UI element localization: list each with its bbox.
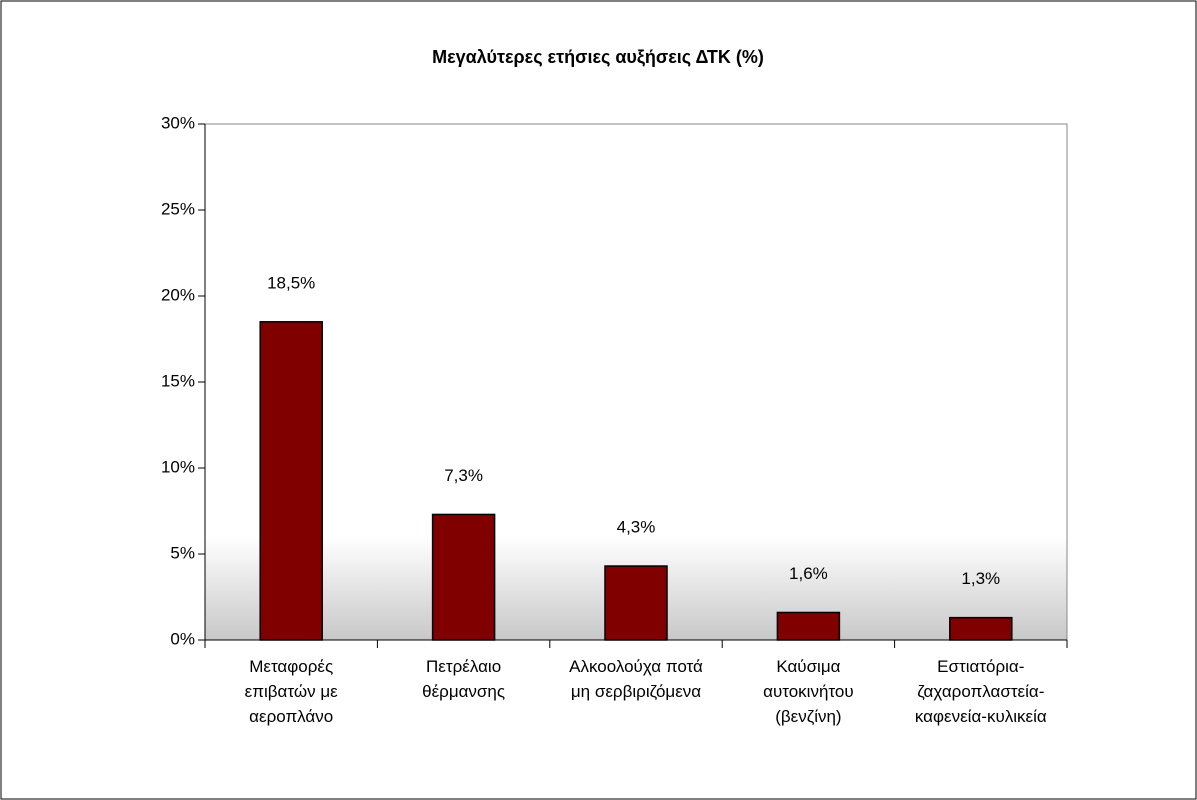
plot-area: [204, 123, 1068, 641]
x-tick-label: Μεταφορές επιβατών με αεροπλάνο: [244, 657, 338, 726]
value-label: 4,3%: [617, 518, 656, 537]
chart-title: Μεγαλύτερες ετήσιες αυξήσεις ΔΤΚ (%): [432, 47, 764, 68]
y-tick-label: 15%: [161, 371, 195, 390]
y-tick-label: 5%: [170, 543, 195, 562]
bar: [949, 616, 1013, 641]
y-tick-label: 10%: [161, 457, 195, 476]
value-label: 18,5%: [267, 273, 315, 292]
x-tick-label: Καύσιμα αυτοκινήτου (βενζίνη): [763, 657, 854, 726]
y-tick-label: 30%: [161, 113, 195, 132]
y-tick-label: 0%: [170, 629, 195, 648]
bar: [431, 513, 496, 641]
x-tick-label: Εστιατόρια-ζαχαροπλαστεία-καφενεία-κυλικ…: [914, 657, 1047, 726]
x-tick-label: Αλκοολούχα ποτά μη σερβιριζόμενα: [569, 657, 703, 701]
value-label: 7,3%: [444, 466, 483, 485]
bar: [259, 321, 323, 641]
y-tick-label: 20%: [161, 285, 195, 304]
x-tick-label: Πετρέλαιο θέρμανσης: [422, 657, 506, 701]
y-tick-label: 25%: [161, 199, 195, 218]
bar: [776, 611, 841, 641]
value-label: 1,3%: [961, 569, 1000, 588]
value-label: 1,6%: [789, 564, 828, 583]
bar: [604, 565, 668, 641]
